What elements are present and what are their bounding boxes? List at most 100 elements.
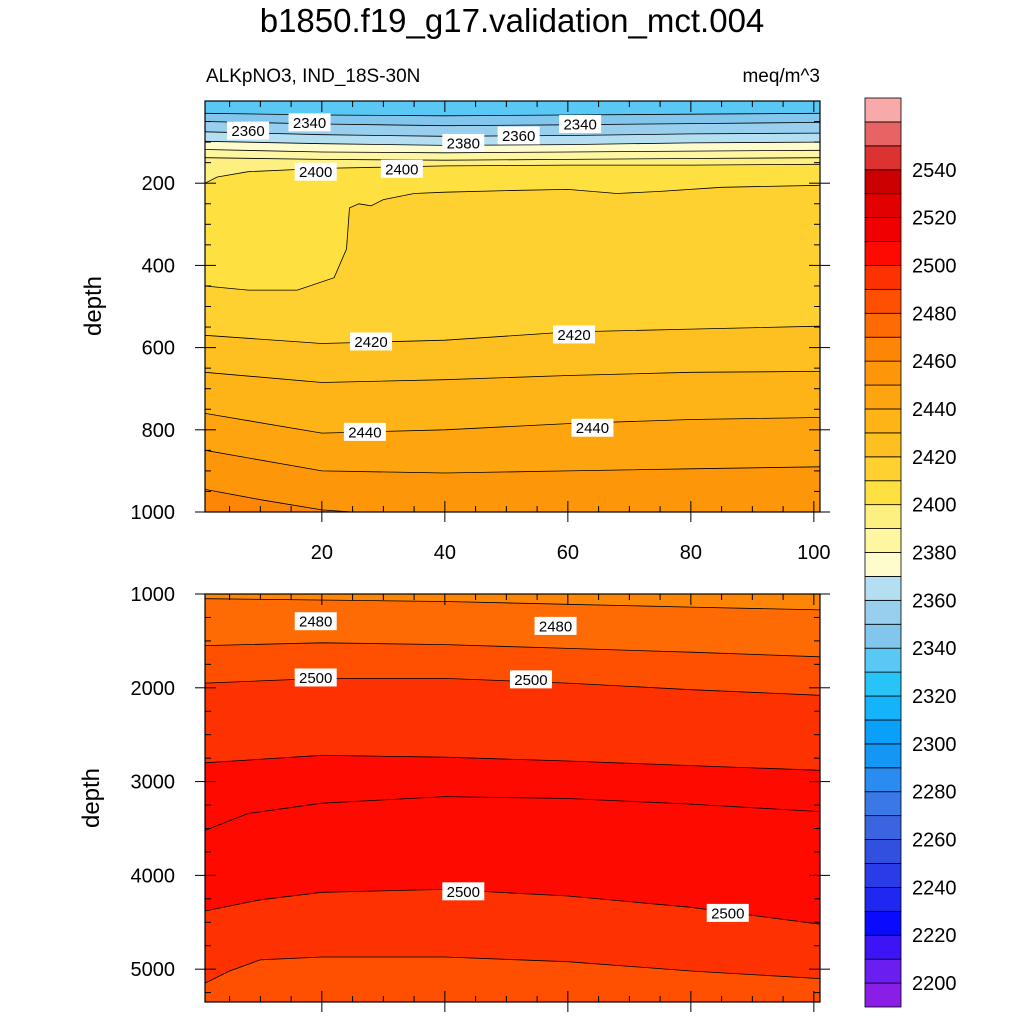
upper-contour-label: 2440 [343,422,386,441]
colorbar-swatch [864,886,902,912]
upper-contour-line-2380 [205,149,820,154]
colorbar-swatch [864,408,902,434]
colorbar-swatch [864,360,902,386]
upper-contour-label-text: 2440 [576,420,609,437]
colorbar-swatch [864,839,902,864]
colorbar-tick-label: 2520 [912,208,957,230]
lower-panel-y-axis-label: depth [78,768,105,828]
colorbar-tick-label: 2260 [912,830,957,852]
upper-contour-label: 2380 [442,133,485,152]
colorbar-swatch [864,456,902,482]
colorbar-swatch [864,934,902,960]
lower-contour-label-text: 2500 [514,672,547,689]
lower-plot-frame [204,593,821,1003]
colorbar-swatch [864,623,902,649]
colorbar-tick-label: 2480 [912,303,957,325]
colorbar-swatch [864,958,902,984]
upper-contour-label-text: 2340 [293,115,326,132]
colorbar-swatch [864,97,902,123]
colorbar-tick-label: 2440 [912,399,957,421]
upper-contour-line-2450 [205,449,820,474]
upper-contour-line-2430 [205,371,820,383]
colorbar-swatch [864,743,902,769]
colorbar-swatch [864,599,902,625]
lower-y-tick-label: 5000 [131,959,176,981]
upper-filled-contours [205,101,820,512]
colorbar-tick-label: 2500 [912,255,957,277]
colorbar-swatch [864,910,902,936]
colorbar-tick-label: 2300 [912,734,957,756]
lower-panel-plot: 2480 2480 2500 2500 2500 2500 1000 2000 3000 4000… [131,584,830,1012]
upper-contour-label-text: 2360 [231,123,264,140]
upper-panel-y-axis-label: depth [80,276,107,336]
colorbar-swatch [864,145,902,171]
colorbar-swatch [864,504,902,529]
colorbar: 2200 2220 2240 2260 2280 2300 2320 2340 2360 2380… [864,97,957,1008]
colorbar-tick-label: 2200 [912,973,957,995]
upper-contour-line-2370 [205,140,820,146]
colorbar-swatch [864,169,902,195]
lower-contour-label: 2480 [294,612,337,631]
upper-contour-label-text: 2340 [563,117,596,134]
lower-contour-line-2500 [205,754,820,771]
colorbar-swatch [864,647,902,673]
colorbar-swatch [864,576,902,601]
upper-x-tick-label: 20 [311,542,333,564]
colorbar-tick-label: 2420 [912,447,957,469]
upper-x-tick-label: 100 [797,542,830,564]
upper-contour-band-2450 [205,450,820,512]
panel-subtitle-variable: ALKpNO3, IND_18S-30N [206,66,420,87]
colorbar-swatch [864,791,902,817]
colorbar-swatch [864,719,902,745]
upper-contour-band-2460 [205,489,820,512]
upper-contour-label-text: 2360 [502,128,535,145]
colorbar-swatch [864,312,902,338]
colorbar-tick-label: 2280 [912,782,957,804]
colorbar-swatch [864,552,902,577]
colorbar-swatch [864,815,902,840]
lower-contour-label: 2500 [294,668,337,687]
colorbar-swatch [864,217,902,242]
colorbar-tick-label: 2360 [912,590,957,612]
lower-y-tick-label: 2000 [131,678,176,700]
upper-contour-line-2440 [205,413,820,434]
upper-contour-label-text: 2380 [447,135,480,152]
upper-contour-label: 2400 [380,159,423,178]
colorbar-tick-label: 2400 [912,495,957,517]
colorbar-swatch [864,528,902,553]
upper-contour-label: 2420 [350,332,393,351]
lower-contour-label-text: 2500 [711,905,744,922]
lower-contour-label: 2500 [509,670,552,689]
upper-contour-label-text: 2400 [299,164,332,181]
lower-filled-contours [205,594,820,1002]
colorbar-swatch [864,384,902,410]
colorbar-tick-label: 2460 [912,351,957,373]
colorbar-swatch [864,121,902,147]
upper-x-tick-label: 80 [680,542,702,564]
lower-contour-band-2490 [205,957,820,1002]
upper-contour-label: 2360 [497,126,540,145]
colorbar-tick-label: 2540 [912,160,957,182]
lower-contour-label: 2500 [442,882,485,901]
lower-contour-label-text: 2500 [299,670,332,687]
upper-x-tick-label: 40 [434,542,456,564]
upper-contour-label: 2340 [559,115,602,134]
upper-contour-label: 2360 [227,121,270,140]
upper-y-tick-label: 200 [142,173,175,195]
lower-contour-label-text: 2480 [299,614,332,631]
lower-contour-label: 2500 [706,903,749,922]
chart-title: b1850.f19_g17.validation_mct.004 [259,2,765,39]
colorbar-swatch [864,695,902,721]
upper-contour-label-text: 2440 [348,424,381,441]
colorbar-swatch [864,241,902,266]
colorbar-swatch [864,480,902,506]
lower-contour-label-text: 2480 [539,618,572,635]
upper-contour-label: 2440 [571,418,614,437]
lower-contour-line-2510 [205,796,820,831]
upper-y-tick-label: 800 [142,420,175,442]
colorbar-tick-label: 2220 [912,925,957,947]
colorbar-swatch [864,863,902,888]
colorbar-swatch [864,432,902,458]
colorbar-tick-label: 2320 [912,686,957,708]
